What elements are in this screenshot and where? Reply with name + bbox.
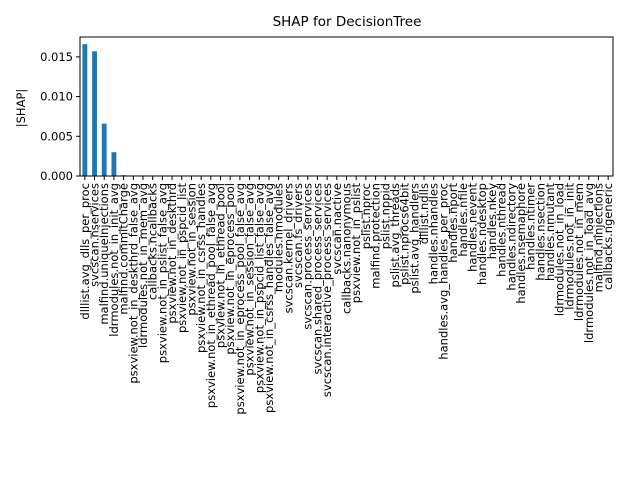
y-axis: 0.000 0.005 0.010 0.015 [40,50,80,183]
x-tick-label: callbacks.ncallbacks [146,183,160,300]
x-tick-label: handles.nevent [465,183,479,272]
x-tick-label: pslist.nppid [378,183,392,249]
x-tick-label: psxview.not_in_pslist_false_avg [155,183,169,363]
x-tick-label: svcscan.process_services [301,183,315,330]
x-tick-label: ldrmodules.not_in_load [553,183,567,316]
x-tick-label: psxview.not_in_session [184,183,198,316]
x-tick-label: malfind.ninjections [591,183,605,292]
x-tick-label: malfind.protection [369,183,383,289]
bar [111,152,117,176]
x-tick-label: dlllist.avg_dlls_per_proc [78,183,92,320]
x-tick-label: ldrmodules.not_in_mem [572,183,586,321]
x-tick-label: ldrmodules.not_in_init_avg [107,183,121,337]
x-tick-label: psxview.not_in_ethread_pool_false_avg [204,183,218,408]
x-tick-label: svcscan.interactive_process_services [320,183,334,397]
x-tick-label: callbacks.ngeneric [601,183,615,290]
x-tick-label: handles.nkey [485,183,499,259]
bar [92,51,97,176]
x-tick-label: modules.nmodules [272,183,286,292]
bar [101,123,107,176]
x-tick-label: psxview.not_in_csrss_handles_false_avg [262,183,276,413]
x-tick-label: psxview.not_in_eprocess_pool [223,183,237,355]
x-tick-label: handles.nsemaphore [514,183,528,304]
x-tick-label: handles.ndesktop [475,183,489,285]
x-axis: dlllist.avg_dlls_per_procsvcscan.nservic… [78,176,615,415]
x-tick-label: ldrmodules.not_in_load_avg [582,183,596,343]
x-tick-label: handles.nhandles [427,183,441,284]
x-tick-label: handles.nmutant [543,183,557,281]
x-tick-label: psxview.not_in_deskthrd_false_avg [126,183,140,384]
x-tick-label: psxview.not_in_session_false_avg [243,183,257,376]
x-tick-label: pslist.avg_handlers [407,183,421,294]
x-tick-label: svcscan.nservices [88,183,102,287]
y-tick-label: 0.010 [40,90,73,104]
x-tick-label: handles.nsection [533,183,547,281]
chart-title: SHAP for DecisionTree [273,14,422,30]
x-tick-label: handles.nfile [456,183,470,257]
bar [82,44,88,177]
x-tick-label: svcscan.shared_process_services [310,183,324,374]
x-tick-label: ldrmodules.not_in_mem_avg [136,183,150,348]
x-tick-label: dlllist.ndlls [417,183,431,244]
y-tick-label: 0.005 [40,129,73,143]
y-tick-label: 0.000 [40,169,73,183]
x-tick-label: svcscan.fs_drivers [291,183,305,288]
x-tick-label: psxview.not_in_pspcid_list_false_avg [252,183,266,393]
plot-frame [79,36,614,177]
x-tick-label: psxview.not_in_eprocess_pool_false_avg [233,183,247,415]
x-tick-label: pslist.nprocs64bit [398,183,412,285]
x-tick-label: svcscan.nactive [330,183,344,275]
x-tick-label: psxview.not_in_ethread_pool [214,183,228,348]
y-tick-label: 0.015 [40,50,73,64]
x-tick-label: malfind.uniqueInjections [97,183,111,325]
x-tick-label: callbacks.nanonymous [340,183,354,314]
bar-series [82,44,127,177]
x-tick-label: psxview.not_in_csrss_handles [194,183,208,353]
x-tick-label: pslist.avg_threads [388,183,402,287]
x-tick-label: svcscan.kernel_drivers [281,183,295,313]
x-tick-label: psxview.not_in_deskthrd [165,183,179,324]
x-tick-label: handles.ndirectory [504,183,518,291]
x-tick-label: psxview.not_in_pslist [349,183,363,304]
x-tick-label: handles.nthread [495,183,509,277]
y-axis-label: |SHAP| [14,89,28,128]
x-tick-label: psxview.not_in_pspcid_list [175,183,189,334]
x-tick-label: pslist.nproc [359,183,373,249]
x-tick-label: malfind.commitCharge [117,183,131,315]
x-tick-label: handles.avg_handles_per_proc [436,183,450,360]
x-tick-label: ldrmodules.not_in_init [562,183,576,310]
x-tick-label: handles.ntimer [524,183,538,270]
x-tick-label: handles.nport [446,183,460,263]
